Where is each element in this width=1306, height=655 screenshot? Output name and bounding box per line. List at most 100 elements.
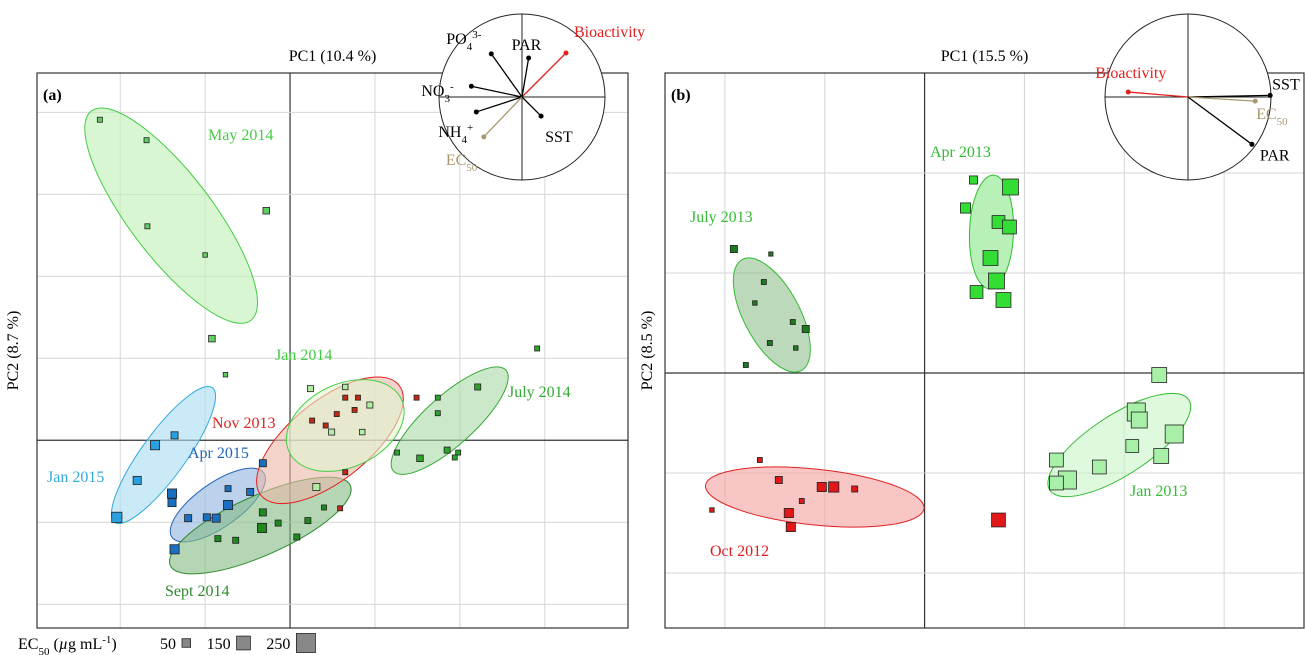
loading-label: Bioactivity [574,24,645,41]
group-label-part: July 2014 [508,384,571,401]
loading-arrow [471,85,523,98]
loading-tip [1125,89,1131,95]
sample-point [342,469,349,476]
loading-label-part: 4 [467,41,473,53]
sample-point [960,202,972,214]
sample-point [214,535,222,543]
loading-arrow [521,57,530,98]
sample-point [355,394,361,401]
sample-point [969,285,984,299]
sample-point [451,454,458,461]
sample-point [211,513,221,523]
loading-label: SST [545,129,573,146]
sample-point [851,485,859,493]
sample-point [111,511,123,523]
sample-point [1002,178,1019,196]
sample-point [96,116,103,123]
sample-point [257,522,268,533]
loading-label-part: Bioactivity [574,24,645,41]
loading-label-part: PAR [1260,147,1290,164]
x-axis-label-part: PC1 (15.5 %) [941,48,1029,65]
sample-point [801,325,810,333]
group-label-part: Apr 2013 [930,144,991,161]
sample-point [366,401,374,409]
sample-point [1049,452,1064,468]
group-label: July 2014 [508,384,571,401]
loading-label-part: EC [446,152,466,169]
sample-point [534,345,541,352]
sample-point [752,300,758,306]
size-legend-label: 250 [266,636,290,653]
panel-label-part: (a) [43,87,62,104]
sample-point [202,513,211,522]
group-label: Jan 2014 [275,347,332,364]
loading-tip [1249,141,1255,147]
sample-point [969,175,978,185]
sample-point [798,498,805,504]
sample-point [167,498,177,508]
sample-point [309,417,316,424]
sample-point [789,319,796,325]
loading-label-part: EC [1256,106,1276,123]
sample-point [1153,448,1170,464]
sample-point [144,223,151,230]
sample-point [774,476,783,484]
confidence-ellipse [84,107,259,324]
x-axis-label: PC1 (15.5 %) [941,48,1029,65]
x-axis-label: PC1 (10.4 %) [289,48,377,65]
sample-point [413,394,420,401]
confidence-ellipse [732,257,811,373]
group-label-part: Sept 2014 [165,583,229,600]
size-legend-label-part: 150 [207,636,231,653]
sample-point [223,500,234,511]
loading-label-part: 4 [461,134,467,146]
sample-point [434,410,441,417]
group-label: July 2013 [690,209,753,226]
sample-point [359,428,366,436]
sample-point [1002,219,1017,235]
loading-label: PO43- [446,29,481,53]
loading-tip [468,83,474,89]
loading-tip [488,51,494,57]
plot-frame [36,72,629,629]
sample-point [246,487,255,496]
sample-point [202,252,208,258]
sample-point [143,137,150,144]
y-axis-label: PC2 (8.7 %) [5,311,22,391]
sample-point [988,272,1005,290]
sample-point [184,514,193,523]
loading-label-part: 3- [472,29,482,41]
panel-label: (a) [43,87,62,104]
size-legend-label-part: 250 [266,636,290,653]
group-label-part: Jan 2013 [1130,483,1187,500]
loading-arrow [1187,96,1256,102]
group-label-part: Jan 2015 [47,469,104,486]
loading-label-part: - [450,81,454,93]
group-label: Jan 2013 [1130,483,1187,500]
loading-label: NO3- [421,81,454,105]
group-label: Apr 2013 [930,144,991,161]
loading-tip [563,50,569,56]
size-legend-title-part: ( [49,636,58,653]
y-axis-label-part: PC2 (8.7 %) [5,311,22,391]
loading-label-part: 50 [1277,116,1289,128]
sample-point [756,457,763,463]
group-label: Jan 2015 [47,469,104,486]
sample-point [995,292,1012,308]
loading-arrow [490,53,523,98]
sample-point [167,488,178,499]
sample-point [258,459,267,468]
sample-point [394,449,400,456]
y-axis-label-part: PC2 (8.5 %) [639,311,656,391]
group-label-part: Oct 2012 [710,543,769,560]
sample-point [474,383,482,391]
sample-point [274,519,282,527]
sample-point [434,394,441,401]
loading-label-part: NO [421,83,444,100]
loading-tip [526,55,532,61]
confidence-ellipse [285,379,405,472]
sample-point [170,431,179,440]
size-legend-title-part: ) [111,636,116,653]
sample-point [783,507,794,518]
loading-arrow [521,52,567,98]
